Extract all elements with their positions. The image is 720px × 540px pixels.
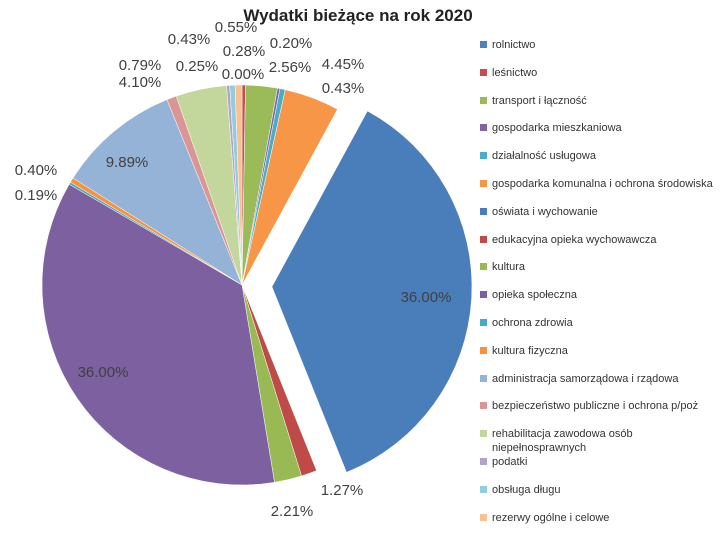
data-label: 2.56% (269, 59, 312, 76)
data-label: 0.25% (176, 58, 219, 75)
legend-label: obsługa długu (492, 483, 561, 496)
legend-label: kultura fizyczna (492, 344, 568, 357)
data-label: 4.10% (119, 74, 162, 91)
legend-label: rezerwy ogólne i celowe (492, 511, 610, 524)
legend-swatch (480, 235, 487, 243)
legend-swatch (480, 291, 487, 299)
pie-slice (41, 183, 275, 486)
legend-swatch (480, 513, 487, 521)
legend-item: działalność usługowa (480, 149, 715, 163)
data-label: 9.89% (106, 154, 149, 171)
legend-item: transport i łączność (480, 94, 715, 108)
legend-label: opieka społeczna (492, 289, 578, 302)
data-label: 0.00% (222, 66, 265, 83)
chart-title: Wydatki bieżące na rok 2020 (243, 6, 472, 25)
legend-label: rolnictwo (492, 39, 536, 51)
legend-label: bezpieczeństwo publiczne i ochrona p/poż (492, 400, 699, 413)
legend-swatch (480, 207, 487, 215)
legend-item: administracja samorządowa i rządowa (480, 372, 715, 386)
legend-item: kultura (480, 260, 715, 274)
legend-item: obsługa długu (480, 483, 715, 497)
legend-item: opieka społeczna (480, 288, 715, 302)
legend-item: ochrona zdrowia (480, 316, 715, 330)
legend-swatch (480, 124, 487, 132)
legend-swatch (480, 263, 487, 271)
legend-item: edukacyjna opieka wychowawcza (480, 233, 715, 247)
legend-label: oświata i wychowanie (492, 205, 598, 218)
data-label: 0.43% (168, 31, 211, 48)
pie-slice (241, 89, 338, 286)
legend-swatch (480, 458, 487, 465)
data-label: 0.20% (270, 35, 313, 52)
pie-slice (234, 84, 243, 286)
data-label: 0.19% (15, 187, 58, 204)
legend-item: bezpieczeństwo publiczne i ochrona p/poż (480, 399, 715, 413)
legend-swatch (480, 41, 487, 48)
data-label: 36.00% (401, 289, 452, 306)
legend-swatch (480, 180, 487, 187)
legend-label: gospodarka komunalna i ochrona środowisk… (492, 178, 713, 190)
data-label: 0.40% (15, 162, 58, 179)
data-label: 0.55% (215, 19, 258, 36)
data-label: 0.28% (223, 43, 266, 60)
pie-slice (72, 99, 243, 286)
legend-swatch (480, 68, 487, 76)
legend-item: gospodarka mieszkaniowa (480, 121, 715, 135)
legend-label: transport i łączność (492, 94, 587, 107)
data-label: 2.21% (271, 503, 314, 520)
legend-label: gospodarka mieszkaniowa (492, 122, 622, 135)
legend-swatch (480, 430, 487, 438)
data-label: 0.79% (119, 57, 162, 74)
data-label: 36.00% (78, 364, 129, 381)
legend-item: gospodarka komunalna i ochrona środowisk… (480, 177, 715, 191)
legend-item: podatki (480, 455, 715, 469)
legend-item: oświata i wychowanie (480, 205, 715, 219)
legend-label: działalność usługowa (492, 150, 596, 163)
legend-swatch (480, 319, 487, 326)
legend-label: podatki (492, 456, 528, 468)
legend-label: kultura (492, 261, 526, 274)
legend-item: rezerwy ogólne i celowe (480, 511, 715, 525)
legend-swatch (480, 402, 487, 410)
legend-swatch (480, 485, 487, 493)
legend-label: ochrona zdrowia (492, 317, 573, 329)
legend-swatch (480, 152, 487, 160)
pie-slice (271, 110, 473, 473)
data-label: 4.45% (322, 56, 365, 73)
legend-label: rehabilitacja zawodowa osób niepełnospra… (492, 428, 633, 455)
legend-swatch (480, 374, 487, 382)
legend-item: leśnictwo (480, 66, 715, 80)
data-label: 0.43% (322, 80, 365, 97)
legend-label: leśnictwo (492, 66, 538, 79)
legend-swatch (480, 96, 487, 104)
legend-label: administracja samorządowa i rządowa (492, 372, 679, 385)
legend-item: rehabilitacja zawodowa osób niepełnospra… (480, 427, 715, 455)
legend-item: kultura fizyczna (480, 344, 715, 358)
data-label: 1.27% (321, 482, 364, 499)
legend-swatch (480, 346, 487, 354)
legend-item: rolnictwo (480, 38, 715, 52)
legend-label: edukacyjna opieka wychowawcza (492, 233, 657, 246)
